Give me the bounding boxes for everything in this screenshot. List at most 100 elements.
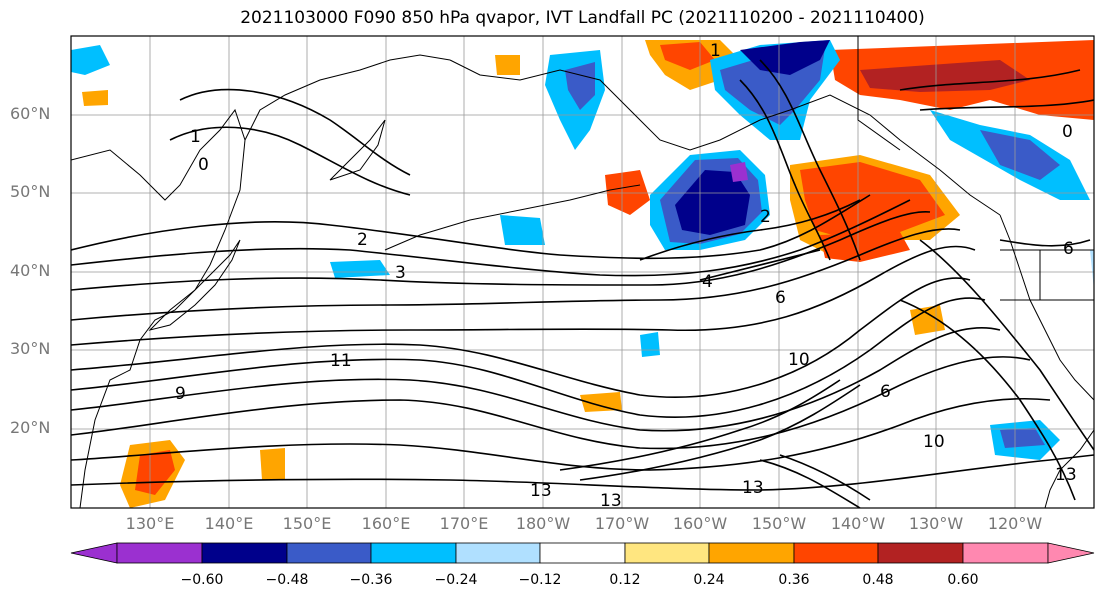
contour-label: 13: [1055, 465, 1077, 485]
kamchatka-peninsula: [329, 119, 386, 181]
longitude-label: 160°E: [361, 514, 411, 533]
latitude-label: 50°N: [10, 182, 51, 201]
colorbar-extend-high: [1047, 542, 1095, 564]
longitude-label: 140°E: [204, 514, 254, 533]
colorbar-tick-label: 0.24: [693, 572, 725, 588]
colorbar-tick-label: −0.48: [265, 572, 309, 588]
contour-label: 6: [1063, 239, 1074, 259]
contour-line: [71, 297, 986, 418]
contour-line: [71, 356, 1031, 450]
contour-line: [71, 211, 931, 291]
negative-anomaly-region: [565, 62, 595, 110]
mexico-coastline: [1044, 429, 1094, 508]
colorbar-bin: [877, 542, 964, 564]
negative-anomaly-region: [675, 170, 750, 235]
contour-line: [759, 459, 861, 508]
canada-border: [857, 36, 901, 151]
contour-label: 1: [710, 41, 721, 61]
colorbar-tick-label: 0.60: [947, 572, 979, 588]
contour-label: 11: [330, 351, 352, 371]
contour-label: 0: [198, 155, 209, 175]
colorbar-bin: [286, 542, 372, 564]
contour-label: 6: [880, 382, 891, 402]
contour-line: [899, 299, 1076, 501]
positive-anomaly-region: [800, 162, 945, 240]
contour-line: [919, 99, 1094, 111]
negative-anomaly-region: [500, 215, 545, 245]
contour-line: [71, 454, 1094, 491]
contour-line: [559, 379, 841, 471]
longitude-label: 160°W: [672, 514, 728, 533]
negative-anomaly-region: [730, 162, 748, 182]
contour-label: 4: [702, 272, 713, 292]
longitude-label: 170°E: [439, 514, 489, 533]
contour-line: [699, 249, 821, 281]
colorbar-extend-low: [70, 542, 118, 564]
contour-label: 0: [1062, 122, 1073, 142]
contour-label: 3: [395, 263, 406, 283]
longitude-label: 180°W: [515, 514, 571, 533]
gridlines: [71, 36, 1094, 508]
colorbar-tick-label: 0.36: [778, 572, 810, 588]
positive-anomaly-region: [605, 170, 650, 215]
positive-anomaly-region: [660, 42, 715, 70]
contour-line: [899, 69, 1081, 91]
colorbar-tick-label: −0.36: [349, 572, 393, 588]
north-america-coastline: [999, 214, 1094, 401]
contour-line: [179, 88, 411, 176]
positive-anomaly-region: [495, 55, 520, 75]
colorbar-bin: [370, 542, 457, 564]
longitude-label: 140°W: [830, 514, 886, 533]
colorbar-tick-label: −0.12: [518, 572, 562, 588]
contour-line: [779, 454, 871, 501]
latitude-label: 30°N: [10, 339, 51, 358]
contour-label: 9: [175, 384, 186, 404]
contour-line: [71, 397, 1051, 471]
longitude-label: 120°W: [987, 514, 1043, 533]
negative-anomaly-region: [71, 45, 110, 75]
contour-line: [71, 199, 911, 277]
contour-line: [759, 59, 861, 261]
positive-anomaly-region: [135, 450, 175, 495]
negative-anomaly-region: [330, 260, 390, 278]
contour-label: 6: [775, 288, 786, 308]
contour-label: 13: [600, 491, 622, 511]
colorbar-bin: [793, 542, 879, 564]
latitude-label: 20°N: [10, 418, 51, 437]
contour-line: [71, 228, 961, 321]
negative-anomaly-region: [980, 130, 1060, 180]
colorbar: [70, 542, 1095, 564]
latitude-label: 40°N: [10, 261, 51, 280]
aleutian-chain: [384, 184, 641, 251]
negative-anomaly-region: [1000, 428, 1045, 448]
positive-anomaly-region: [860, 60, 1030, 92]
longitude-label: 150°E: [282, 514, 332, 533]
contour-line: [579, 384, 861, 481]
longitude-label: 150°W: [751, 514, 807, 533]
colorbar-tick-label: 0.12: [609, 572, 641, 588]
colorbar-tick-label: −0.60: [180, 572, 224, 588]
latitude-label: 60°N: [10, 104, 51, 123]
negative-anomaly-region: [640, 332, 660, 357]
contour-label: 13: [742, 478, 764, 498]
anomaly-fill-layer: [71, 40, 1094, 508]
kamchatka-coastline: [244, 54, 451, 141]
longitude-label: 130°W: [908, 514, 964, 533]
contour-line: [999, 239, 1091, 247]
colorbar-tick-label: −0.24: [434, 572, 478, 588]
colorbar-tick-label: 0.48: [862, 572, 894, 588]
negative-anomaly-region: [740, 40, 830, 75]
colorbar-bin: [962, 542, 1049, 564]
contour-line: [71, 194, 871, 260]
alaska-coastline: [449, 59, 1001, 216]
negative-anomaly-region: [1090, 250, 1094, 290]
colorbar-bin: [708, 542, 795, 564]
contour-label: 1: [190, 127, 201, 147]
map-title: 2021103000 F090 850 hPa qvapor, IVT Land…: [240, 8, 925, 28]
positive-anomaly-region: [580, 392, 622, 412]
contour-label: 10: [788, 350, 810, 370]
ivt-contours: [71, 59, 1094, 508]
contour-label: 13: [530, 481, 552, 501]
contour-line: [169, 126, 411, 196]
